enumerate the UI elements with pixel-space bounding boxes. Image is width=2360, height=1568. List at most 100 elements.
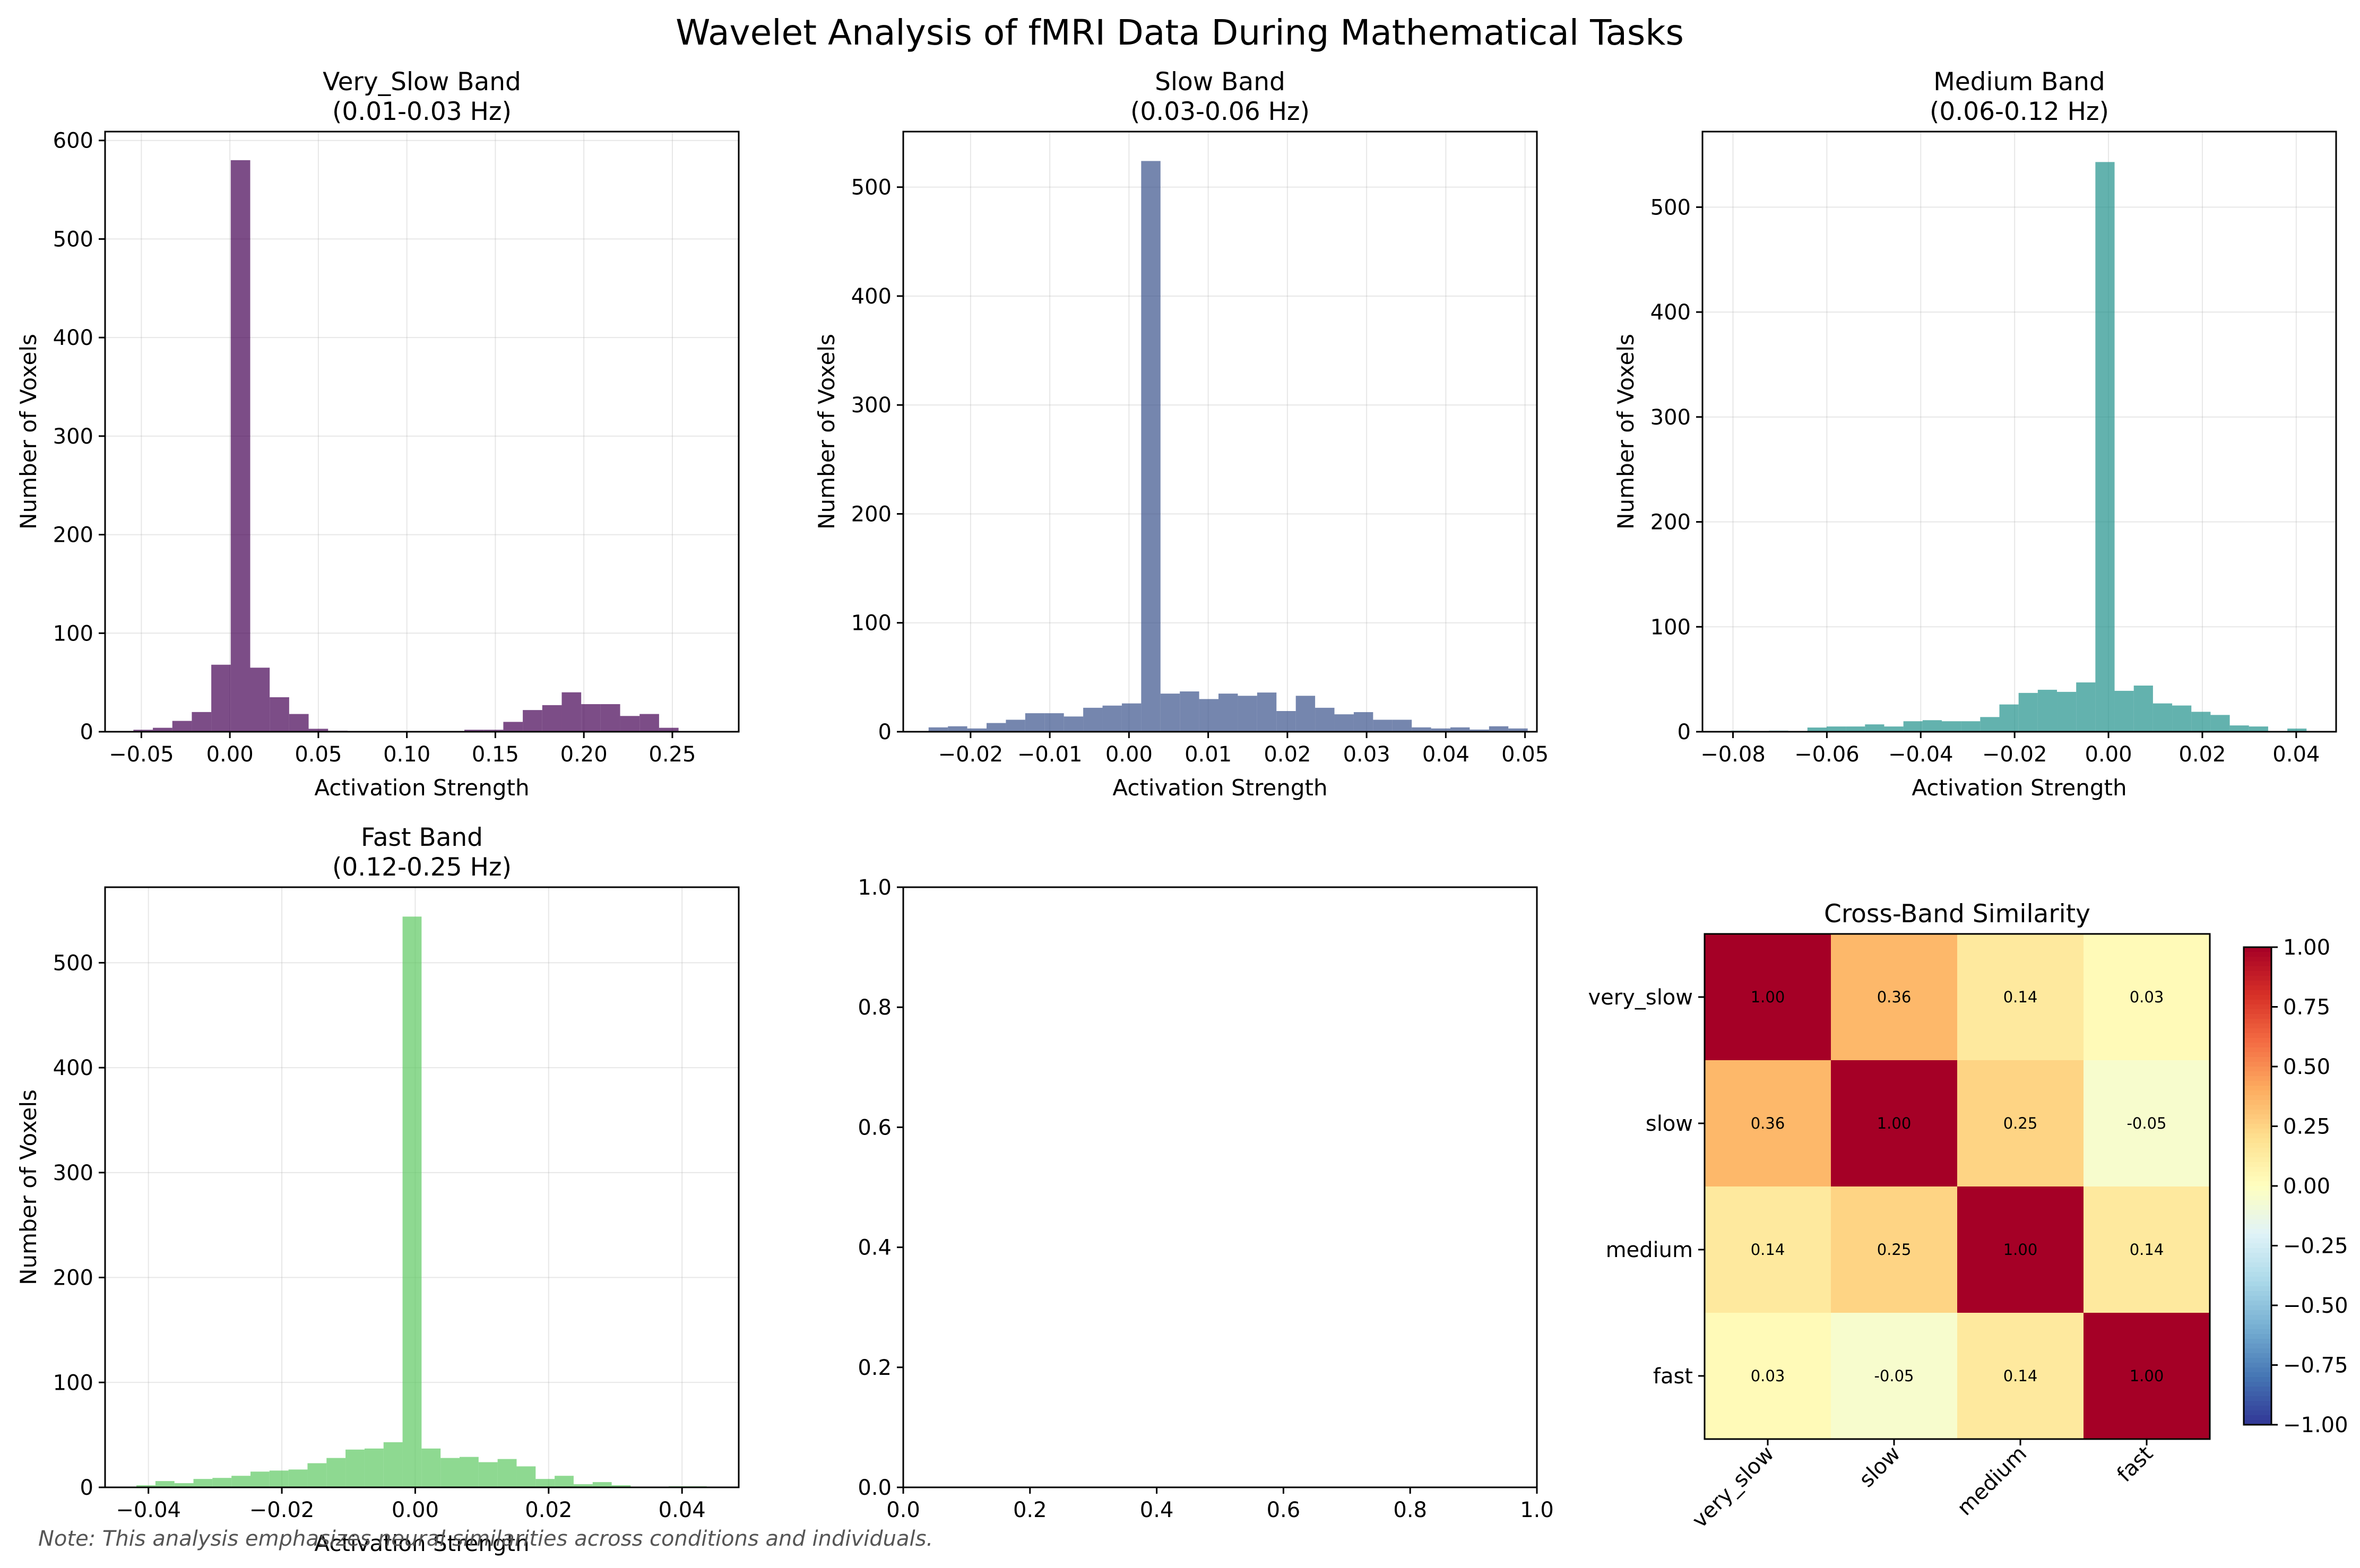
- y-tick-label: 300: [851, 393, 892, 418]
- histogram-bar: [2152, 703, 2173, 732]
- histogram-bar: [2076, 682, 2096, 732]
- x-tick-label: 0.03: [1343, 742, 1390, 767]
- x-axis-label: Activation Strength: [1912, 775, 2126, 801]
- y-tick-label: 400: [851, 284, 892, 309]
- x-tick-label: 0.01: [1185, 742, 1232, 767]
- colorbar-segment: [2244, 1229, 2271, 1234]
- colorbar-segment: [2244, 1124, 2271, 1129]
- colorbar-segment: [2244, 1033, 2271, 1038]
- colorbar-segment: [2244, 1406, 2271, 1411]
- heatmap-cell: [1831, 1186, 1958, 1313]
- histogram-bar: [464, 730, 484, 732]
- panel-title: Medium Band: [1933, 67, 2105, 97]
- histogram-bar: [928, 727, 948, 732]
- colorbar-segment: [2244, 1234, 2271, 1239]
- histogram-bar: [231, 1476, 250, 1487]
- y-tick-label: 400: [1650, 300, 1691, 325]
- colorbar-segment: [2244, 1267, 2271, 1272]
- histogram-bar: [620, 716, 640, 732]
- colorbar-segment: [2244, 966, 2271, 972]
- colorbar-segment: [2244, 1043, 2271, 1048]
- histogram-bar: [1315, 707, 1335, 732]
- x-tick-label: −0.02: [1982, 742, 2047, 767]
- colorbar-segment: [2244, 1186, 2271, 1191]
- colorbar-tick-label: −0.50: [2283, 1294, 2348, 1318]
- colorbar-segment: [2244, 1324, 2271, 1330]
- colorbar-segment: [2244, 1253, 2271, 1258]
- colorbar-tick-label: 0.50: [2283, 1055, 2330, 1079]
- histogram-bar: [592, 1482, 612, 1487]
- histogram-bar: [2095, 162, 2115, 732]
- colorbar-segment: [2244, 1157, 2271, 1163]
- x-tick-label: −0.02: [938, 742, 1004, 767]
- x-axis-label: Activation Strength: [314, 1530, 529, 1556]
- histogram-bar: [1064, 716, 1084, 732]
- y-tick-label: 1.0: [858, 876, 892, 900]
- colorbar-segment: [2244, 1339, 2271, 1344]
- colorbar-segment: [2244, 1191, 2271, 1196]
- heatmap-cell-label: 0.14: [2130, 1241, 2164, 1259]
- colorbar-segment: [2244, 1000, 2271, 1005]
- y-tick-label: 600: [53, 129, 93, 153]
- x-tick-label: −0.05: [109, 742, 174, 767]
- colorbar-segment: [2244, 1205, 2271, 1210]
- histogram-bar: [600, 704, 620, 732]
- histogram-bar: [1102, 705, 1122, 732]
- colorbar-segment: [2244, 1372, 2271, 1378]
- colorbar-segment: [2244, 1363, 2271, 1368]
- histogram-bar: [2249, 726, 2268, 732]
- colorbar-segment: [2244, 1114, 2271, 1120]
- histogram-bar: [230, 160, 250, 732]
- histogram-bar: [1489, 726, 1509, 732]
- y-axis-label: Number of Voxels: [15, 1089, 41, 1285]
- colorbar-segment: [2244, 1329, 2271, 1335]
- histogram-bar: [2057, 691, 2077, 732]
- x-tick-label: 0.10: [383, 742, 430, 767]
- histogram-bar: [270, 697, 289, 732]
- x-tick-label: 1.0: [1520, 1498, 1554, 1522]
- histogram-bar: [573, 1484, 593, 1487]
- histogram-bar: [1160, 694, 1180, 732]
- colorbar-tick-label: 0.75: [2283, 995, 2330, 1020]
- y-tick-label: 300: [53, 1161, 93, 1185]
- y-tick-label: 500: [851, 176, 892, 200]
- heatmap-cell: [2084, 1060, 2210, 1187]
- colorbar-segment: [2244, 1301, 2271, 1306]
- y-tick-label: 400: [53, 326, 93, 350]
- histogram-bar: [516, 1466, 536, 1487]
- histogram-bar: [1450, 727, 1470, 732]
- heatmap-col-label: fast: [2112, 1442, 2158, 1487]
- colorbar-segment: [2244, 1100, 2271, 1105]
- histogram-bar: [250, 668, 270, 732]
- histogram-bar: [1941, 721, 1961, 732]
- colorbar-segment: [2244, 1281, 2271, 1287]
- colorbar-segment: [2244, 1057, 2271, 1062]
- colorbar-segment: [2244, 1420, 2271, 1425]
- heatmap-cell-label: 0.03: [2130, 988, 2164, 1006]
- histogram-bar: [1295, 696, 1316, 732]
- y-tick-label: 100: [53, 621, 93, 646]
- bars-very_slow: [133, 160, 679, 732]
- panel-subtitle: (0.06-0.12 Hz): [1930, 97, 2109, 126]
- x-tick-label: 0.2: [1013, 1498, 1047, 1522]
- histogram-bar: [2114, 690, 2134, 732]
- colorbar-segment: [2244, 1248, 2271, 1253]
- histogram-bar: [1276, 711, 1296, 732]
- histogram-bar: [1412, 727, 1431, 732]
- y-tick-label: 0.2: [858, 1356, 892, 1380]
- heatmap-cell-label: 1.00: [1751, 988, 1785, 1006]
- histogram-bar: [1353, 712, 1373, 732]
- histogram-bar: [326, 1458, 346, 1487]
- histogram-bar: [497, 1459, 517, 1487]
- histogram-bar: [211, 664, 231, 732]
- colorbar-tick-label: −0.75: [2283, 1354, 2348, 1378]
- heatmap-row-label: fast: [1653, 1364, 1693, 1389]
- histogram-bar: [639, 714, 659, 732]
- colorbar-segment: [2244, 1129, 2271, 1134]
- histogram-bar: [561, 692, 582, 732]
- histogram-bar: [1807, 727, 1827, 732]
- y-tick-label: 200: [53, 523, 93, 548]
- heatmap-cell-label: 0.25: [2003, 1114, 2038, 1132]
- colorbar-segment: [2244, 1105, 2271, 1110]
- x-axis-label: Activation Strength: [314, 775, 529, 801]
